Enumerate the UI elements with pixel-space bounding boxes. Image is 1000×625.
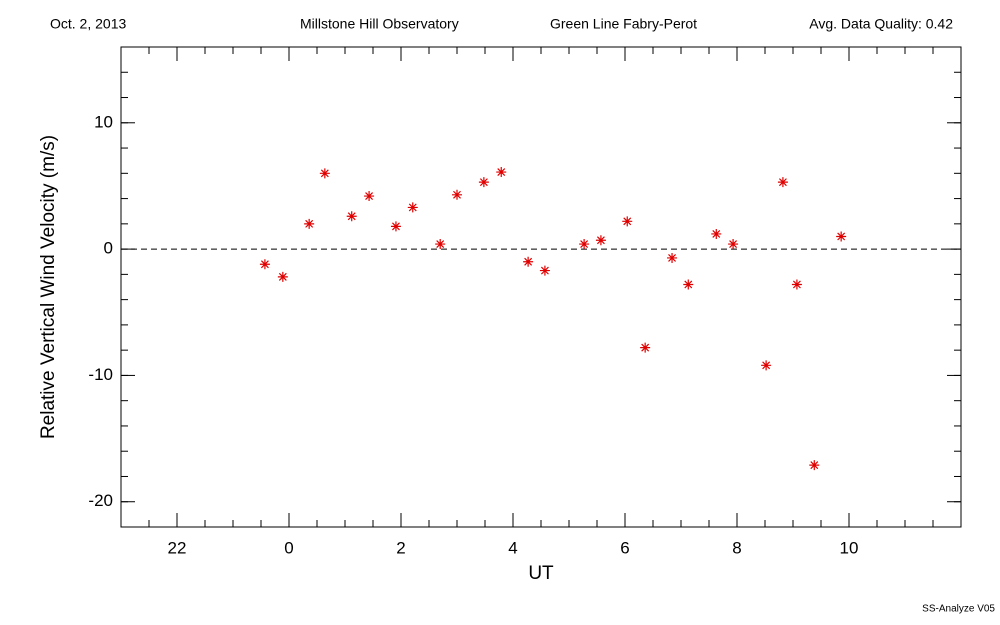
data-point bbox=[809, 460, 820, 471]
x-tick-label: 4 bbox=[508, 538, 517, 557]
data-point bbox=[622, 216, 633, 227]
data-point bbox=[791, 279, 802, 290]
y-tick-label: 10 bbox=[94, 112, 113, 131]
footer: SS-Analyze V05 bbox=[922, 604, 995, 615]
date: Oct. 2, 2013 bbox=[50, 16, 126, 32]
data-point bbox=[640, 342, 651, 353]
x-tick-label: 22 bbox=[168, 538, 187, 557]
data-point bbox=[728, 239, 739, 250]
data-point bbox=[277, 271, 288, 282]
x-axis-label: UT bbox=[528, 563, 554, 584]
data-point bbox=[304, 218, 315, 229]
data-point bbox=[761, 360, 772, 371]
data-point bbox=[452, 189, 462, 200]
data-point bbox=[711, 228, 722, 239]
y-tick-label: 0 bbox=[104, 239, 113, 258]
data-point bbox=[539, 265, 550, 276]
data-point bbox=[667, 252, 678, 263]
x-tick-label: 2 bbox=[396, 538, 405, 557]
data-point bbox=[346, 211, 357, 222]
data-point bbox=[259, 259, 270, 270]
data-point bbox=[435, 239, 446, 250]
data-point bbox=[523, 256, 534, 267]
data-point bbox=[595, 235, 606, 246]
data-point bbox=[579, 239, 590, 250]
x-tick-label: 8 bbox=[732, 538, 741, 557]
data-point bbox=[319, 168, 330, 179]
observatory: Millstone Hill Observatory bbox=[300, 16, 459, 32]
y-axis-label: Relative Vertical Wind Velocity (m/s) bbox=[38, 135, 59, 439]
x-tick-label: 0 bbox=[284, 538, 293, 557]
data-point bbox=[364, 191, 375, 202]
y-tick-label: -10 bbox=[88, 365, 113, 384]
y-tick-label: -20 bbox=[88, 491, 113, 510]
data-point bbox=[836, 231, 847, 242]
data-quality: Avg. Data Quality: 0.42 bbox=[809, 16, 953, 32]
x-tick-label: 6 bbox=[620, 538, 629, 557]
data-point bbox=[390, 221, 401, 232]
instrument: Green Line Fabry-Perot bbox=[550, 16, 697, 32]
data-point bbox=[777, 177, 788, 188]
data-point bbox=[496, 167, 507, 178]
data-point bbox=[407, 202, 418, 213]
data-point bbox=[683, 279, 694, 290]
data-point bbox=[478, 177, 489, 188]
x-tick-label: 10 bbox=[840, 538, 859, 557]
